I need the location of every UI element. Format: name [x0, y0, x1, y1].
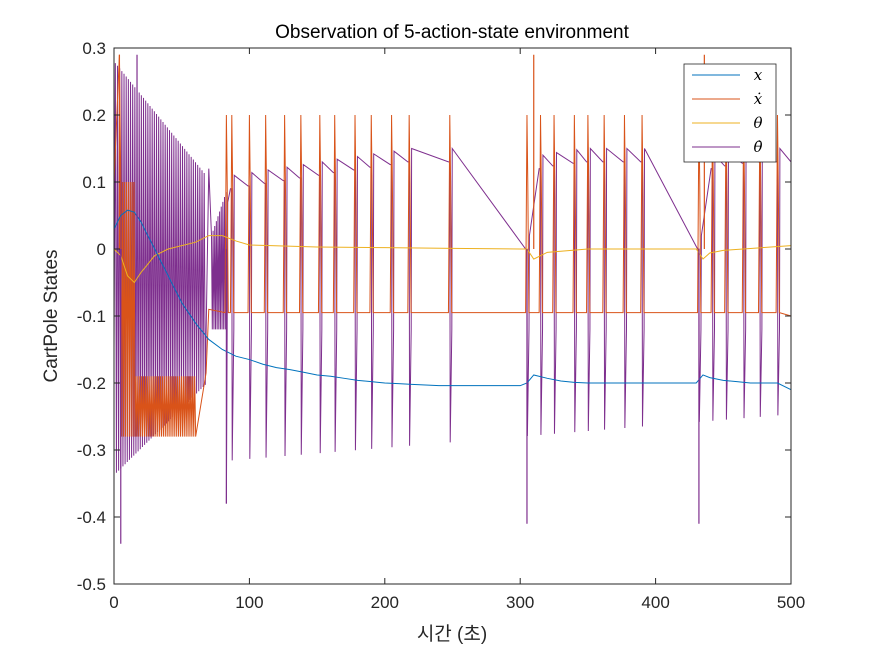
x-tick-label: 400: [641, 593, 669, 612]
legend: xẋθ θ̇: [683, 63, 777, 163]
chart-title: Observation of 5-action-state environmen…: [275, 22, 630, 43]
legend-label-theta: θ: [753, 114, 762, 132]
ticks-layer: 0 100 200 300 400 500 -0.5 -0.4 -0.3 -0.2 -0.1 0 0.1…: [77, 39, 805, 612]
x-tick-label: 100: [235, 593, 263, 612]
x-tick-label: 0: [109, 593, 118, 612]
legend-label-x: x: [754, 66, 763, 84]
y-tick-label: 0.1: [82, 173, 106, 192]
y-tick-label: -0.5: [77, 575, 106, 594]
series-line-x-dot: [113, 54, 792, 437]
x-tick-label: 300: [506, 593, 534, 612]
y-tick-label: -0.1: [77, 307, 106, 326]
series-layer: [113, 54, 792, 544]
y-tick-label: -0.4: [77, 508, 106, 527]
series-line-theta-dot: [113, 63, 792, 504]
y-tick-label: 0.3: [82, 39, 106, 58]
series-line-theta: [113, 235, 792, 284]
series-line-x: [113, 209, 792, 391]
x-tick-label: 500: [777, 593, 805, 612]
y-tick-label: 0: [97, 240, 106, 259]
legend-label-x-dot: ẋ: [754, 90, 763, 108]
x-axis-label: 시간 (초): [417, 623, 487, 645]
x-tick-label: 200: [371, 593, 399, 612]
y-tick-label: -0.2: [77, 374, 106, 393]
legend-box: [683, 63, 777, 163]
legend-label-theta-dot: θ̇: [753, 138, 762, 156]
y-axis-label: CartPole States: [41, 249, 62, 382]
y-tick-label: -0.3: [77, 441, 106, 460]
y-tick-label: 0.2: [82, 106, 106, 125]
